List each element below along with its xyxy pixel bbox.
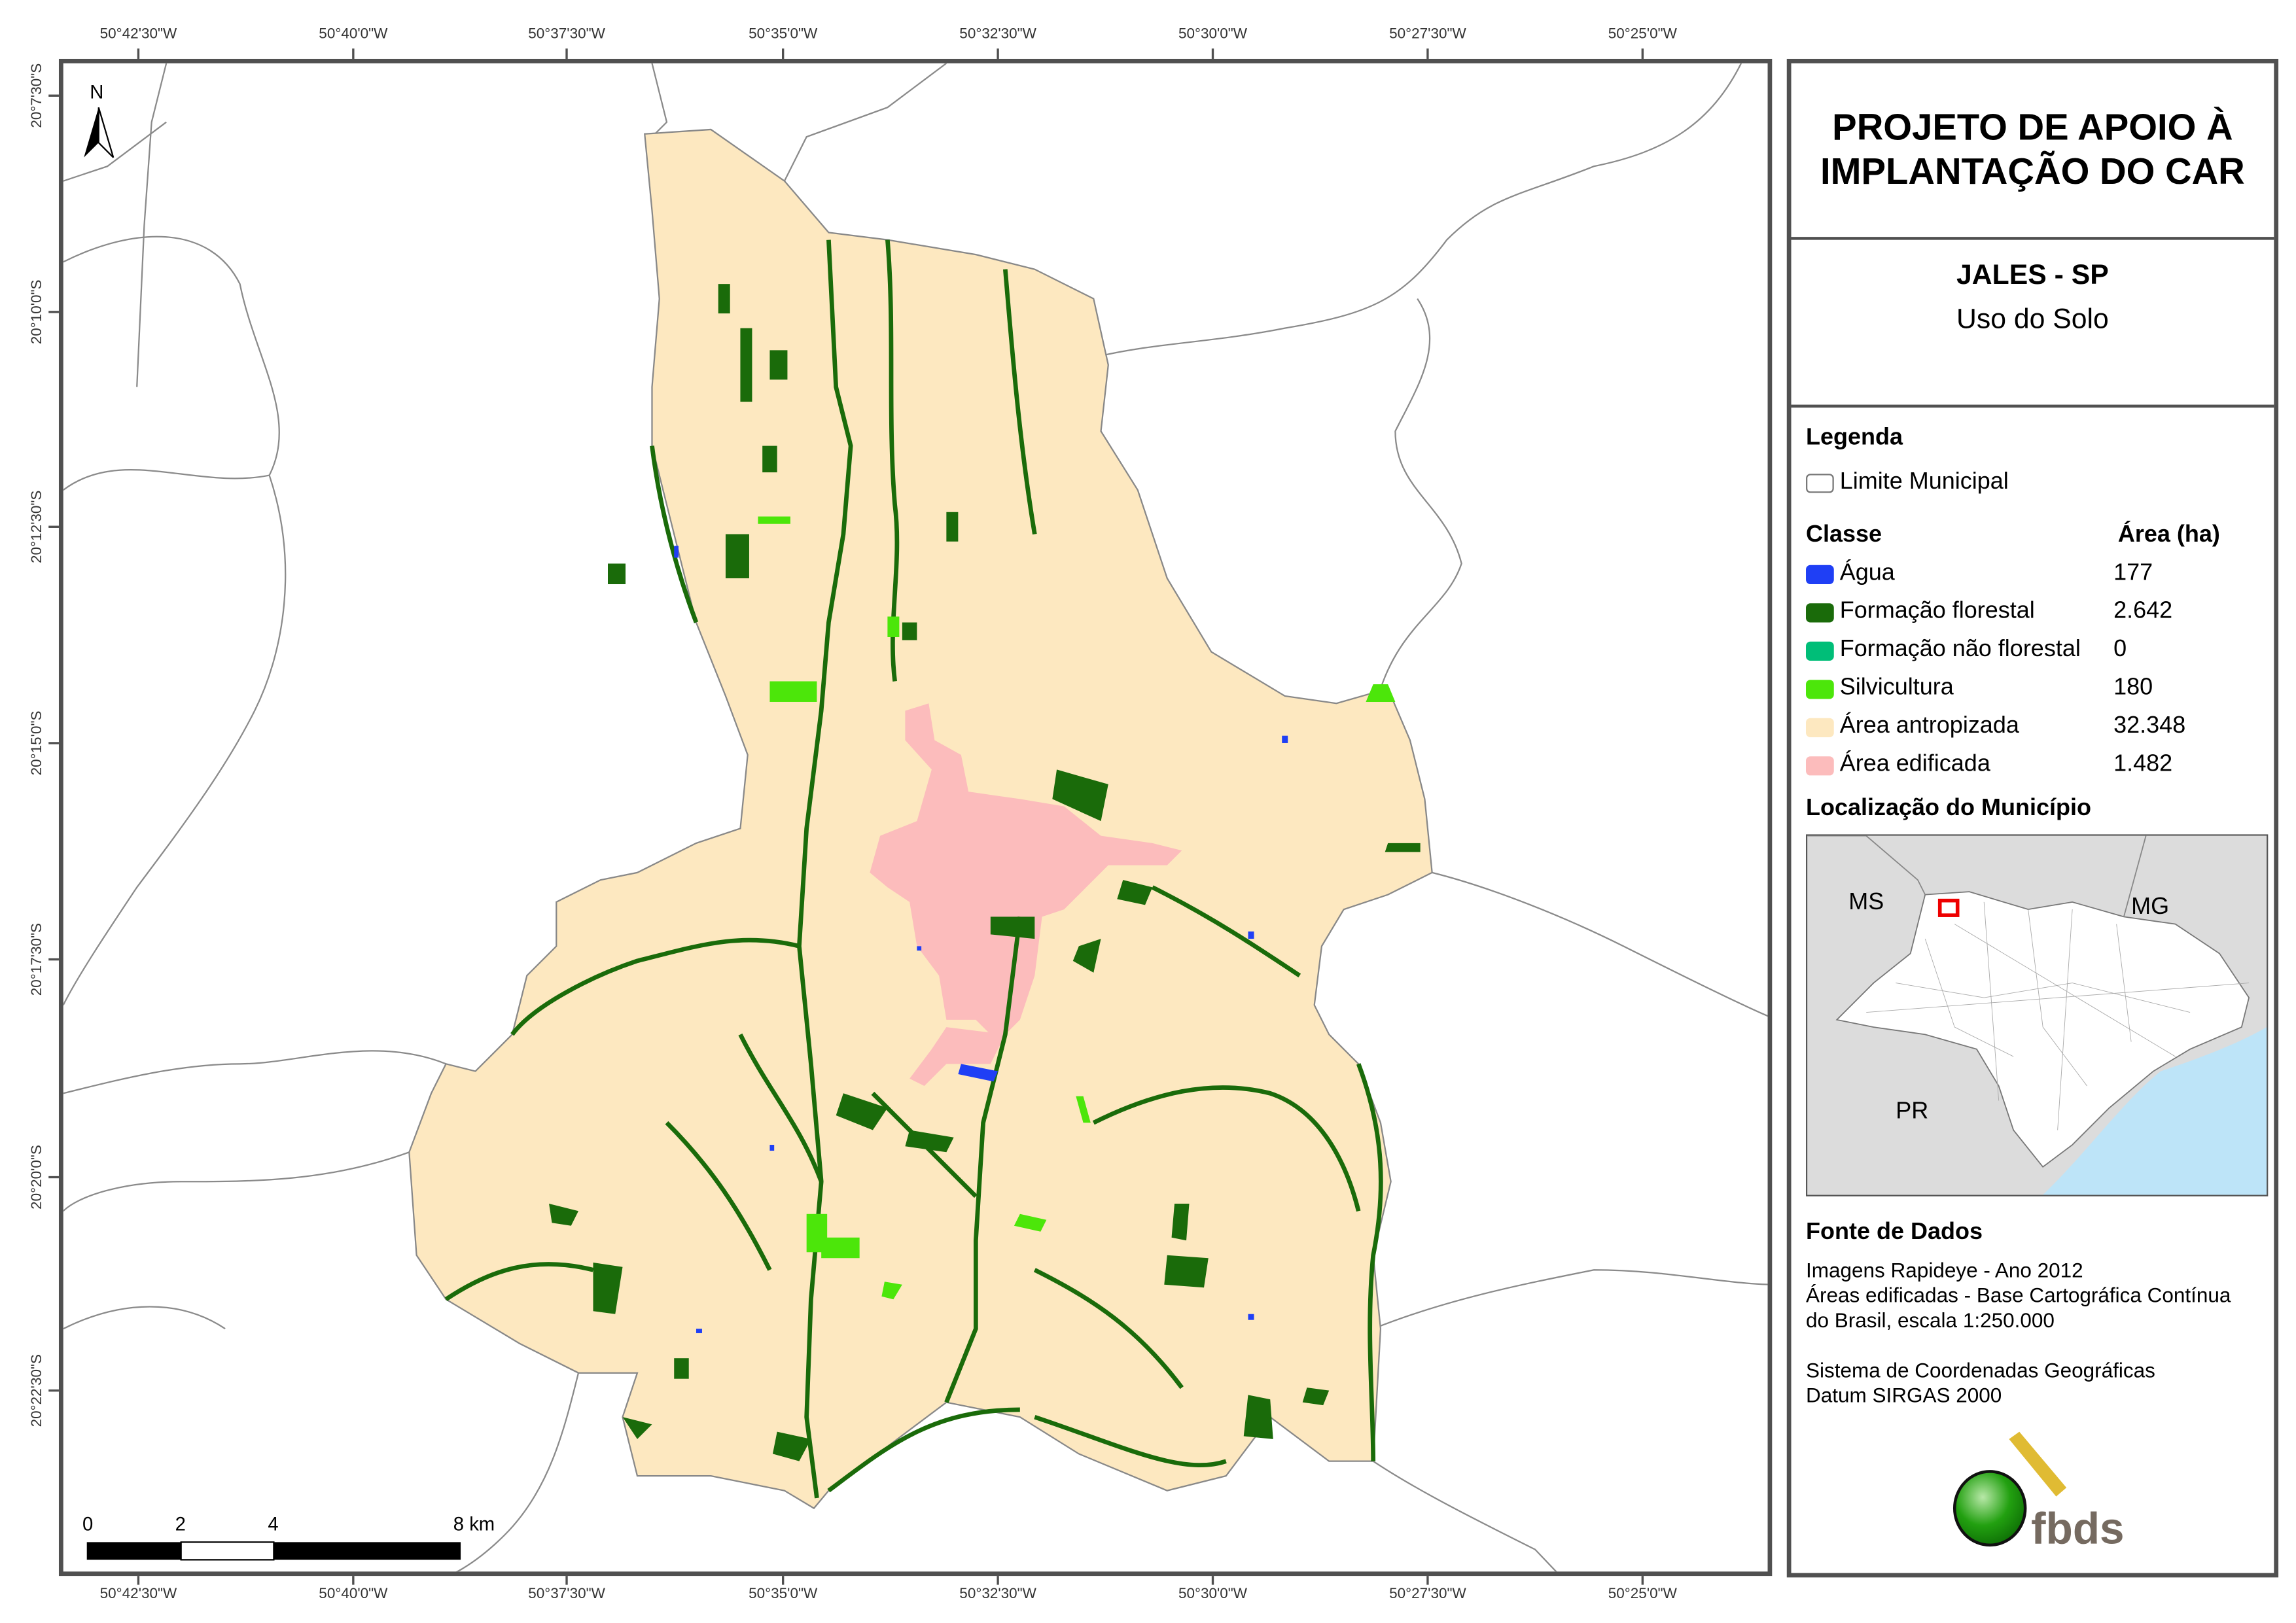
class-swatch	[1806, 679, 1834, 699]
longitude-label: 50°37'30"W	[528, 26, 605, 43]
longitude-label: 50°25'0"W	[1608, 1586, 1677, 1603]
svg-text:N: N	[90, 82, 103, 103]
longitude-label: 50°42'30"W	[99, 1586, 177, 1603]
boundary-swatch	[1806, 473, 1834, 493]
land-use-map[interactable]: N 0 2 4 8 km	[63, 63, 1773, 1576]
location-inset-map: MS MG PR	[1806, 834, 2269, 1196]
legend-class-row: Silvicultura 180	[1806, 669, 2259, 707]
location-title: Localização do Município	[1806, 795, 2091, 822]
class-area: 0	[2113, 637, 2127, 663]
scale-label: 2	[175, 1514, 186, 1535]
legend-class-row: Área edificada 1.482	[1806, 746, 2259, 784]
neighbor-boundaries	[63, 63, 1768, 1572]
longitude-label: 50°42'30"W	[99, 26, 177, 43]
svg-text:MG: MG	[2131, 892, 2169, 919]
longitude-label: 50°40'0"W	[319, 26, 388, 43]
legend-class-row: Formação florestal 2.642	[1806, 593, 2259, 631]
longitude-label: 50°27'30"W	[1389, 26, 1466, 43]
municipality-location-marker	[1937, 898, 1960, 917]
fbds-logo: fbds	[1952, 1431, 2125, 1554]
legend-class-row: Água 177	[1806, 555, 2259, 593]
longitude-label: 50°35'0"W	[749, 26, 818, 43]
class-swatch	[1806, 602, 1834, 622]
class-area: 177	[2113, 561, 2153, 586]
svg-text:fbds: fbds	[2031, 1505, 2124, 1554]
legend-class-row: Área antropizada 32.348	[1806, 708, 2259, 746]
area-header: Área (ha)	[2117, 522, 2220, 548]
class-swatch	[1806, 756, 1834, 775]
longitude-label: 50°30'0"W	[1178, 26, 1248, 43]
urban-area	[870, 703, 1182, 1087]
class-label: Área edificada	[1839, 752, 1990, 777]
class-swatch	[1806, 640, 1834, 660]
longitude-label: 50°30'0"W	[1178, 1586, 1248, 1603]
forest-patches	[549, 284, 1421, 1461]
legend-class-row: Formação não florestal 0	[1806, 631, 2259, 669]
class-area: 32.348	[2113, 713, 2186, 739]
scale-label: 0	[82, 1514, 93, 1535]
class-label: Formação não florestal	[1839, 637, 2081, 663]
longitude-label: 50°37'30"W	[528, 1586, 605, 1603]
map-info-panel: PROJETO DE APOIO À IMPLANTAÇÃO DO CAR JA…	[1786, 58, 2279, 1578]
class-header: Classe	[1806, 522, 1882, 548]
longitude-label: 50°27'30"W	[1389, 1586, 1466, 1603]
class-area: 180	[2113, 675, 2153, 701]
longitude-label: 50°35'0"W	[749, 1586, 818, 1603]
class-area: 2.642	[2113, 599, 2173, 624]
legend-title: Legenda	[1806, 425, 1903, 451]
longitude-label: 50°25'0"W	[1608, 26, 1677, 43]
silviculture-patches	[758, 516, 1396, 1300]
municipality-name: JALES - SP	[1956, 260, 2109, 292]
class-label: Silvicultura	[1839, 675, 1954, 701]
class-swatch	[1806, 717, 1834, 737]
boundary-label: Limite Municipal	[1839, 469, 2009, 495]
map-title: PROJETO DE APOIO À IMPLANTAÇÃO DO CAR	[1791, 63, 2274, 240]
class-label: Água	[1839, 561, 1895, 586]
water-bodies	[674, 546, 1288, 1333]
svg-text:PR: PR	[1896, 1097, 1928, 1124]
class-label: Área antropizada	[1839, 713, 2019, 739]
map-frame[interactable]: N 0 2 4 8 km	[58, 58, 1773, 1577]
svg-text:MS: MS	[1848, 888, 1884, 915]
scale-label: 8 km	[453, 1514, 495, 1535]
longitude-label: 50°32'30"W	[959, 1586, 1036, 1603]
scale-bar: 0 2 4 8 km	[82, 1514, 495, 1561]
data-sources: Imagens Rapideye - Ano 2012 Áreas edifica…	[1806, 1258, 2231, 1407]
map-theme: Uso do Solo	[1956, 304, 2109, 336]
longitude-label: 50°32'30"W	[959, 26, 1036, 43]
north-arrow-icon: N	[84, 82, 115, 158]
scale-label: 4	[268, 1514, 278, 1535]
class-area: 1.482	[2113, 752, 2173, 777]
class-label: Formação florestal	[1839, 599, 2035, 624]
forest-riparian	[444, 239, 1383, 1499]
sources-title: Fonte de Dados	[1806, 1219, 1983, 1245]
class-swatch	[1806, 564, 1834, 584]
legend: Legenda Limite Municipal Classe Área (ha…	[1792, 425, 2274, 1564]
longitude-label: 50°40'0"W	[319, 1586, 388, 1603]
